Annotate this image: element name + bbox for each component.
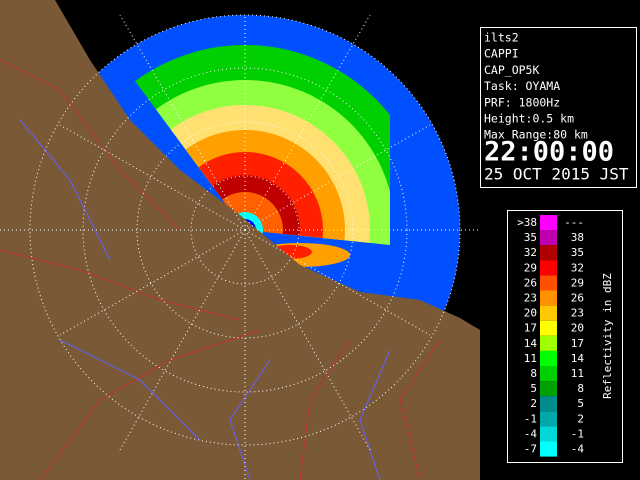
- info-panel: [480, 27, 637, 188]
- legend-low: 26: [524, 276, 537, 289]
- time: 22:00:00: [484, 137, 614, 168]
- legend-swatch: [540, 381, 557, 397]
- legend-swatch: [540, 230, 557, 246]
- date: 25 OCT 2015 JST: [484, 165, 629, 184]
- legend-swatch: [540, 350, 557, 366]
- legend-high: 14: [571, 352, 585, 365]
- legend-high: ---: [564, 216, 584, 229]
- legend-swatch: [540, 426, 557, 442]
- legend-high: 38: [571, 231, 584, 244]
- legend-swatch: [540, 290, 557, 306]
- legend-swatch: [540, 305, 557, 321]
- legend-low: 29: [524, 261, 537, 274]
- legend-swatch: [540, 335, 557, 351]
- legend-high: 26: [571, 292, 584, 305]
- legend-swatch: [540, 260, 557, 276]
- legend-low: 35: [524, 231, 537, 244]
- legend-low: 11: [524, 352, 537, 365]
- legend-swatch: [540, 275, 557, 291]
- legend-high: 17: [571, 337, 584, 350]
- legend-low: 5: [530, 382, 537, 395]
- legend-swatch: [540, 366, 557, 382]
- legend-low: 8: [530, 367, 537, 380]
- legend-swatch: [540, 245, 557, 261]
- info-line: Task: OYAMA: [484, 79, 560, 93]
- info-line: Height:0.5 km: [484, 112, 574, 126]
- legend-swatch: [540, 441, 557, 457]
- legend-low: 20: [524, 307, 537, 320]
- legend-high: 29: [571, 276, 584, 289]
- info-line: ilts2: [484, 31, 519, 45]
- legend-high: 5: [577, 397, 584, 410]
- rivers: [19, 119, 391, 480]
- boundaries: [0, 59, 441, 480]
- terrain: [0, 0, 480, 480]
- info-line: Max Range:80 km: [484, 128, 588, 142]
- legend-low: >38: [517, 216, 537, 229]
- legend-swatch: [540, 411, 557, 427]
- legend-high: 20: [571, 322, 584, 335]
- legend-low: -1: [524, 412, 537, 425]
- legend-high: -1: [571, 427, 584, 440]
- legend-low: 23: [524, 292, 537, 305]
- legend-high: 2: [577, 412, 584, 425]
- range-rings: [0, 14, 480, 480]
- legend-low: -4: [524, 427, 538, 440]
- legend-title: Reflectivity in dBZ: [601, 273, 614, 399]
- info-line: CAPPI: [484, 47, 519, 61]
- legend-swatch: [540, 320, 557, 336]
- info-line: PRF: 1800Hz: [484, 95, 560, 109]
- legend-swatch: [540, 396, 557, 412]
- legend-box: [507, 210, 623, 463]
- legend-low: 32: [524, 246, 537, 259]
- legend-high: 8: [577, 382, 584, 395]
- radar-map: [0, 0, 480, 480]
- legend-high: 32: [571, 261, 584, 274]
- legend-high: 35: [571, 246, 584, 259]
- legend-low: -7: [524, 443, 537, 456]
- legend-low: 14: [524, 337, 538, 350]
- legend-high: 23: [571, 307, 584, 320]
- legend-low: 2: [530, 397, 537, 410]
- legend-swatch: [540, 215, 557, 231]
- legend-high: 11: [571, 367, 584, 380]
- legend-low: 17: [524, 322, 537, 335]
- info-line: CAP_OP5K: [484, 63, 539, 77]
- legend-high: -4: [571, 443, 585, 456]
